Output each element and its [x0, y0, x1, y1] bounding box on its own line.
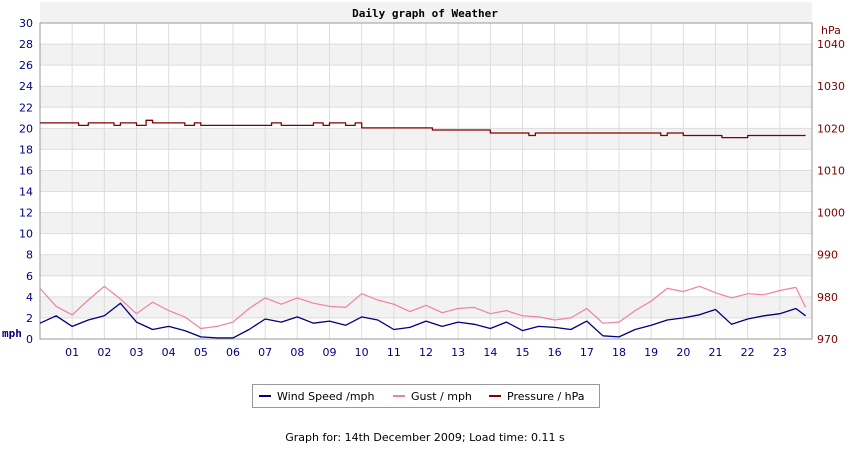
legend-item-pressure: Pressure / hPa — [489, 390, 585, 404]
left-tick-label: 2 — [26, 312, 33, 325]
left-axis-unit-label: mph — [2, 327, 22, 340]
x-tick-label: 14 — [483, 346, 497, 359]
legend-item-wind-speed: Wind Speed /mph — [259, 390, 375, 404]
wind-speed-line — [39, 302, 806, 339]
background-band — [40, 1, 812, 23]
right-tick-label: 1010 — [817, 164, 845, 177]
pressure-line — [40, 119, 806, 139]
legend-label-pressure: Pressure / hPa — [507, 390, 585, 403]
chart-title: Daily graph of Weather — [352, 7, 498, 20]
legend: Wind Speed /mph Gust / mph Pressure / hP… — [252, 384, 600, 408]
left-tick-label: 8 — [26, 249, 33, 262]
left-tick-label: 20 — [19, 122, 33, 135]
x-tick-label: 20 — [676, 346, 690, 359]
x-tick-label: 16 — [548, 346, 562, 359]
x-tick-label: 15 — [516, 346, 530, 359]
x-tick-label: 08 — [290, 346, 304, 359]
left-tick-label: 28 — [19, 38, 33, 51]
left-tick-label: 26 — [19, 59, 33, 72]
x-tick-label: 17 — [580, 346, 594, 359]
x-tick-label: 12 — [419, 346, 433, 359]
left-tick-label: 10 — [19, 228, 33, 241]
right-tick-label: 1040 — [817, 38, 845, 51]
x-tick-label: 02 — [97, 346, 111, 359]
x-tick-label: 07 — [258, 346, 272, 359]
x-tick-label: 21 — [709, 346, 723, 359]
legend-swatch-gust — [393, 395, 405, 397]
x-tick-label: 06 — [226, 346, 240, 359]
legend-swatch-pressure — [489, 395, 501, 397]
gust-line — [39, 285, 807, 330]
footer-status: Graph for: 14th December 2009; Load time… — [285, 431, 565, 444]
axis-tick-labels: 0246810121416182022242628309709809901000… — [19, 17, 845, 359]
x-tick-label: 22 — [741, 346, 755, 359]
series-lines — [39, 119, 807, 339]
legend-label-gust: Gust / mph — [411, 390, 472, 403]
right-tick-label: 980 — [817, 291, 838, 304]
x-tick-label: 18 — [612, 346, 626, 359]
left-tick-label: 0 — [26, 333, 33, 346]
x-tick-label: 11 — [387, 346, 401, 359]
legend-swatch-wind-speed — [259, 395, 271, 397]
left-tick-label: 12 — [19, 207, 33, 220]
x-tick-label: 10 — [355, 346, 369, 359]
x-tick-label: 04 — [162, 346, 176, 359]
right-tick-label: 990 — [817, 249, 838, 262]
left-tick-label: 14 — [19, 186, 33, 199]
left-tick-label: 6 — [26, 270, 33, 283]
x-tick-label: 05 — [194, 346, 208, 359]
right-tick-label: 1030 — [817, 80, 845, 93]
left-tick-label: 24 — [19, 80, 33, 93]
x-tick-label: 09 — [323, 346, 337, 359]
x-tick-label: 03 — [130, 346, 144, 359]
right-tick-label: 1020 — [817, 122, 845, 135]
x-tick-label: 23 — [773, 346, 787, 359]
left-tick-label: 30 — [19, 17, 33, 30]
left-tick-label: 16 — [19, 164, 33, 177]
left-tick-label: 22 — [19, 101, 33, 114]
legend-item-gust: Gust / mph — [393, 390, 472, 404]
weather-chart: 0246810121416182022242628309709809901000… — [2, 1, 845, 359]
right-tick-label: 970 — [817, 333, 838, 346]
right-axis-unit-label: hPa — [821, 24, 841, 37]
plot-frame — [39, 22, 813, 340]
x-tick-label: 01 — [65, 346, 79, 359]
left-tick-label: 4 — [26, 291, 33, 304]
legend-label-wind-speed: Wind Speed /mph — [277, 390, 375, 403]
left-tick-label: 18 — [19, 143, 33, 156]
right-tick-label: 1000 — [817, 207, 845, 220]
x-tick-label: 19 — [644, 346, 658, 359]
x-tick-label: 13 — [451, 346, 465, 359]
